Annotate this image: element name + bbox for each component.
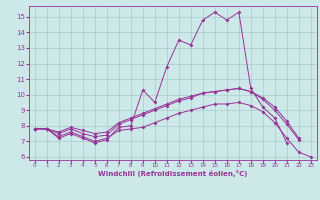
X-axis label: Windchill (Refroidissement éolien,°C): Windchill (Refroidissement éolien,°C) xyxy=(98,170,247,177)
